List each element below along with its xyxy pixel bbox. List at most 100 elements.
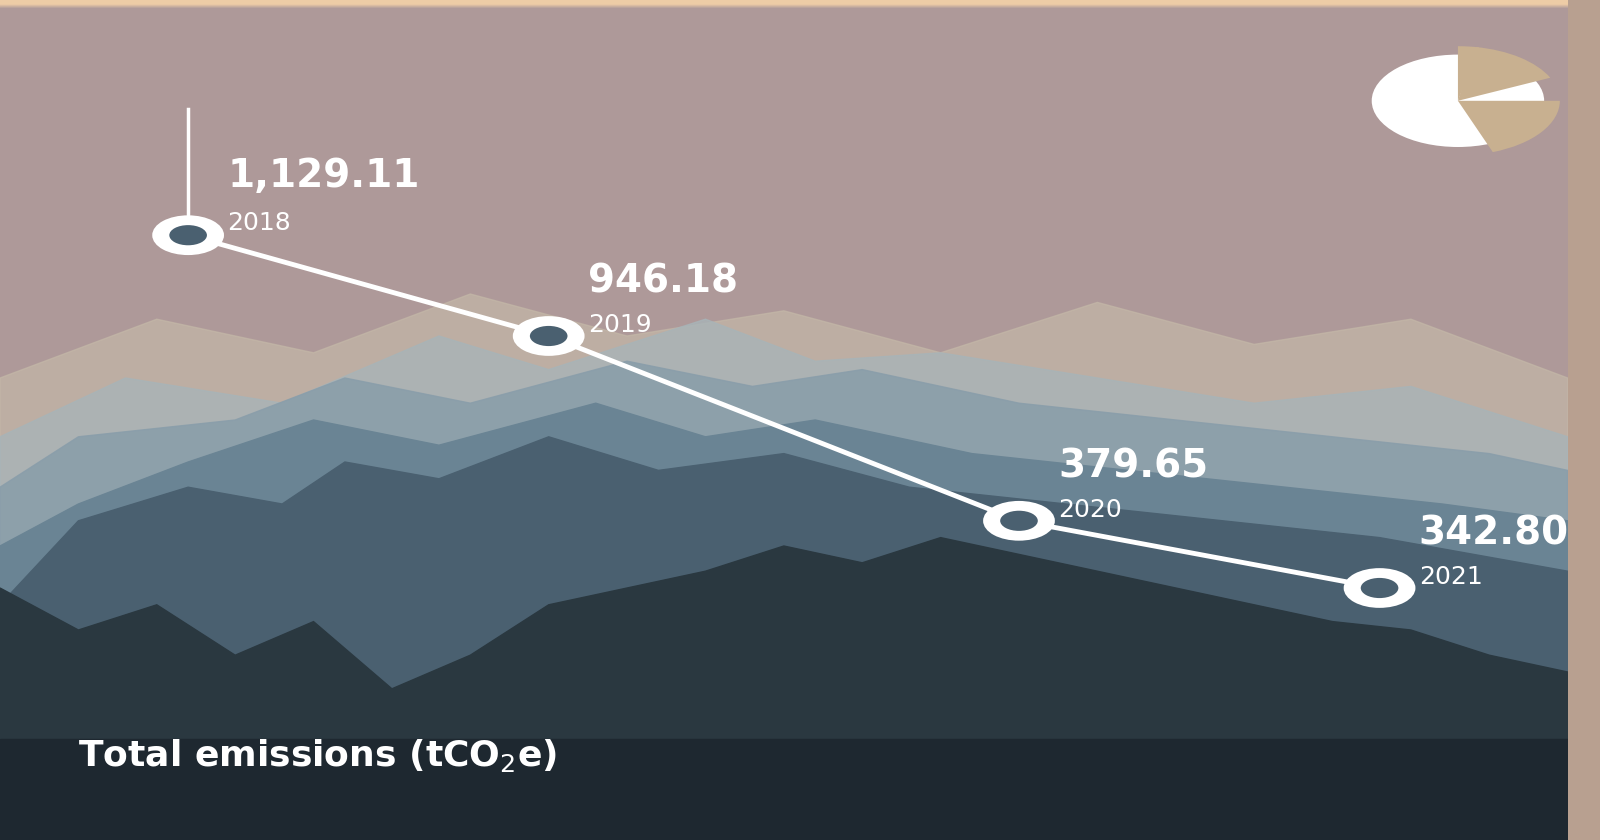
Bar bbox=[0, 5, 1568, 244]
Bar bbox=[0, 7, 1568, 559]
Bar bbox=[0, 8, 1568, 735]
Bar bbox=[0, 6, 1568, 302]
Bar bbox=[0, 5, 1568, 147]
Bar bbox=[0, 7, 1568, 542]
Polygon shape bbox=[0, 403, 1568, 840]
Bar bbox=[0, 5, 1568, 252]
Bar bbox=[0, 6, 1568, 311]
Bar bbox=[0, 7, 1568, 567]
Wedge shape bbox=[1458, 46, 1478, 101]
Bar bbox=[0, 6, 1568, 403]
Bar bbox=[0, 4, 1568, 50]
Bar bbox=[0, 7, 1568, 424]
Bar bbox=[0, 7, 1568, 512]
Bar bbox=[0, 7, 1568, 458]
Circle shape bbox=[170, 225, 206, 245]
Bar bbox=[0, 6, 1568, 386]
Bar bbox=[0, 5, 1568, 206]
Bar bbox=[0, 7, 1568, 470]
Bar bbox=[0, 5, 1568, 160]
Bar bbox=[0, 8, 1568, 655]
Bar bbox=[0, 8, 1568, 668]
Bar bbox=[0, 8, 1568, 613]
Bar bbox=[0, 7, 1568, 483]
Bar bbox=[0, 4, 1568, 17]
Bar bbox=[0, 4, 1568, 76]
Bar bbox=[0, 7, 1568, 500]
Bar bbox=[0, 6, 1568, 407]
Text: Total emissions (tCO$_2$e): Total emissions (tCO$_2$e) bbox=[78, 738, 557, 774]
Bar bbox=[0, 8, 1568, 601]
Bar bbox=[0, 5, 1568, 113]
Bar bbox=[0, 6, 1568, 420]
Circle shape bbox=[1000, 511, 1038, 531]
Bar bbox=[0, 5, 1568, 193]
Bar bbox=[0, 4, 1568, 80]
Bar bbox=[0, 5, 1568, 126]
Circle shape bbox=[984, 502, 1053, 539]
Bar bbox=[0, 4, 1568, 21]
Bar bbox=[0, 8, 1568, 605]
Bar bbox=[0, 6, 1568, 332]
Bar bbox=[0, 7, 1568, 575]
Text: 2021: 2021 bbox=[1419, 565, 1483, 589]
Bar bbox=[0, 4, 1568, 59]
Bar bbox=[0, 5, 1568, 248]
Circle shape bbox=[154, 217, 222, 254]
Bar bbox=[0, 6, 1568, 281]
Bar bbox=[0, 5, 1568, 88]
Bar bbox=[0, 5, 1568, 202]
Bar bbox=[0, 8, 1568, 710]
Bar bbox=[0, 5, 1568, 151]
Bar bbox=[0, 7, 1568, 529]
Bar bbox=[0, 7, 1568, 428]
Bar bbox=[0, 6, 1568, 336]
Bar bbox=[0, 6, 1568, 412]
Text: 1,129.11: 1,129.11 bbox=[227, 157, 419, 196]
Bar bbox=[0, 8, 1568, 743]
Bar bbox=[0, 6, 1568, 353]
Bar bbox=[0, 7, 1568, 454]
Bar bbox=[0, 8, 1568, 748]
Bar bbox=[0, 5, 1568, 185]
Bar bbox=[0, 7, 1568, 571]
Bar bbox=[0, 8, 1568, 672]
Bar bbox=[0, 5, 1568, 139]
Bar bbox=[0, 6, 1568, 294]
Bar bbox=[0, 7, 1568, 584]
Bar bbox=[0, 7, 1568, 538]
Bar bbox=[0, 7, 1568, 479]
Bar bbox=[0, 7, 1568, 466]
Polygon shape bbox=[0, 538, 1568, 840]
Bar bbox=[0, 4, 1568, 42]
Bar bbox=[0, 7, 1568, 462]
Bar bbox=[0, 0, 1568, 4]
Bar bbox=[0, 8, 1568, 685]
Bar bbox=[0, 7, 1568, 504]
Bar bbox=[0, 8, 1568, 664]
Bar bbox=[0, 8, 1568, 647]
Bar bbox=[0, 6, 1568, 290]
Bar bbox=[0, 6, 1568, 319]
Bar bbox=[0, 4, 1568, 67]
Bar bbox=[0, 5, 1568, 218]
Bar bbox=[0, 5, 1568, 214]
Bar bbox=[0, 8, 1568, 756]
Bar bbox=[0, 6, 1568, 344]
Bar bbox=[0, 5, 1568, 109]
Bar bbox=[0, 7, 1568, 521]
Text: 2019: 2019 bbox=[587, 313, 651, 337]
Bar bbox=[0, 6, 1568, 416]
Bar bbox=[0, 8, 1568, 622]
Bar bbox=[0, 5, 1568, 84]
Bar bbox=[0, 5, 1568, 97]
Bar bbox=[0, 8, 1568, 701]
Bar bbox=[0, 8, 1568, 592]
Bar bbox=[0, 8, 1568, 680]
Bar bbox=[0, 8, 1568, 676]
Bar bbox=[0, 8, 1568, 706]
Bar bbox=[0, 6, 1568, 298]
Bar bbox=[0, 6, 1568, 277]
Bar bbox=[0, 6, 1568, 395]
Bar bbox=[0, 8, 1568, 697]
